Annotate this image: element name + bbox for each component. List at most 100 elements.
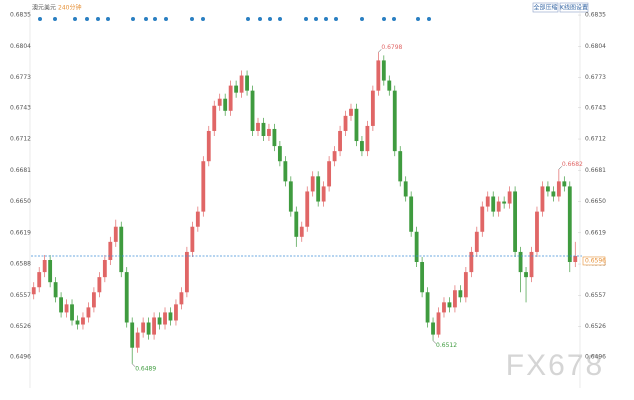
candle-body [42,260,47,273]
candle-body [556,181,561,197]
button-frame[interactable] [559,2,589,13]
candle-body [365,125,370,152]
last-price-box [582,256,606,266]
extreme-label: 0.6682 [562,161,583,168]
candle-body [288,181,293,212]
last-price-label: 0.6596 [585,257,606,264]
candle-body [135,332,140,348]
extreme-pointer [432,340,437,344]
extreme-pointer [378,49,382,53]
candle-body [551,191,556,197]
chart-subtitle: 240分钟 [58,4,81,12]
candle-body [469,251,474,273]
candle-body [163,312,167,325]
candle-body [152,317,156,335]
candle-body [86,307,91,318]
candle-body [546,186,550,192]
candle-body [370,90,375,126]
candle-body [179,292,184,305]
candle-body [321,186,326,202]
candle-body [354,108,359,142]
candle-body [59,297,63,313]
extreme-label: 0.6512 [436,342,457,349]
candle-body [201,161,206,212]
candle-body [349,108,353,116]
candle-body [31,287,36,295]
y-tick-label-right: 0.6557 [585,292,606,299]
button-frame[interactable] [532,2,559,13]
candle-body [206,130,211,162]
y-tick-label-right: 0.6526 [585,323,606,330]
y-tick-label-right: 0.6835 [585,12,606,19]
y-tick-label-right: 0.6773 [585,74,606,81]
candle-body [442,302,446,313]
extreme-label: 0.6798 [381,44,402,51]
y-tick-label: 0.6835 [10,12,31,19]
candle-body [310,176,315,192]
candle-body [174,304,178,321]
candle-body [261,122,266,137]
candle-body [425,292,430,323]
y-tick-label-right: 0.6804 [585,43,606,50]
button[interactable]: 全部压缩 [533,4,557,12]
candle-body [239,75,244,93]
candle-body [562,181,567,187]
candle-body [540,186,545,212]
candle-body [376,60,381,91]
candle-body [387,80,392,91]
candle-body [502,201,507,204]
candle-body [518,251,523,273]
candle-body [513,191,518,252]
candle-body [463,272,468,298]
candle-body [491,196,496,212]
candle-body [184,251,189,293]
candle-body [360,141,364,152]
candle-body [338,130,342,152]
candle-body [97,277,102,293]
candle-body [81,317,85,325]
candle-body [48,260,53,283]
candle-body [305,191,310,227]
candle-body [403,181,408,197]
y-tick-label-right: 0.6712 [585,136,606,143]
chart-title: 澳元美元 [32,4,56,12]
y-tick-label: 0.6712 [10,136,31,143]
candle-body [414,231,419,263]
candle-body [108,241,113,260]
candle-body [392,90,397,152]
candle-body [91,292,96,308]
extreme-pointer [558,166,563,170]
watermark: FX678 [506,349,604,382]
candle-body [223,98,228,111]
candle-body [316,176,321,202]
candle-body [190,226,195,252]
candle-body [53,282,58,298]
y-tick-label-right: 0.6619 [585,229,606,236]
candle-body [299,226,304,237]
candle-body [343,115,348,131]
extreme-pointer [132,363,136,368]
candle-body [168,312,173,321]
candle-body [567,186,572,263]
candle-body [217,98,222,106]
candle-body [507,191,512,204]
candle-body [283,161,288,182]
candle-body [141,322,146,333]
candle-body [332,151,337,162]
candle-body [157,317,162,325]
event-dots [38,17,431,21]
candle-body [75,320,80,325]
candle-body [212,105,217,131]
candle-body [436,312,441,335]
candle-body [70,304,74,321]
y-tick-label: 0.6743 [10,104,31,111]
candle-body [64,304,69,313]
y-tick-label: 0.6650 [10,198,31,205]
y-tick-label-right: 0.6650 [585,198,606,205]
candle-body [431,322,435,335]
candle-body [234,85,239,93]
candle-body [228,85,233,111]
y-tick-label-right: 0.6681 [585,167,606,174]
button[interactable]: K线图设置 [560,4,588,12]
